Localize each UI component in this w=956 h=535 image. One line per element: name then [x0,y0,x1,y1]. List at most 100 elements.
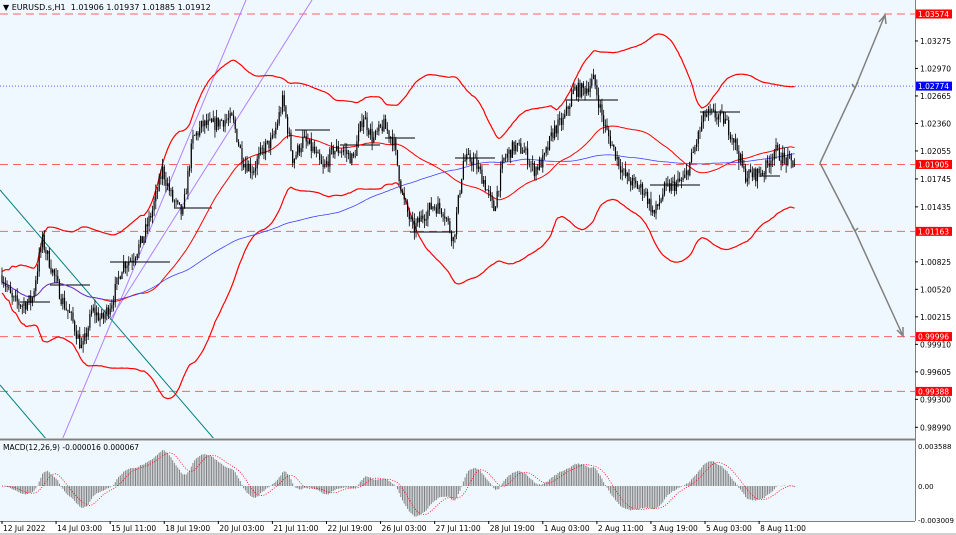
candle-body [334,150,336,155]
candle-body [195,132,197,136]
candle-body [145,224,147,237]
candle-body [317,152,319,154]
candle-body [734,139,737,143]
candle [363,115,365,134]
y-tick-label: 1.00215 [920,313,951,322]
candle-body [765,160,767,175]
candle [298,143,301,157]
candle-body [603,115,605,127]
x-tick-label: 3 Aug 19:00 [652,524,698,533]
candle [383,114,385,133]
candle-body [374,130,377,138]
candle-body [136,254,138,258]
candle [155,184,157,210]
candle-body [366,117,368,131]
candle [564,109,566,119]
candle [165,171,167,193]
candle [768,155,770,173]
chart-header: ▼ EURUSD.s,H1 1.01906 1.01937 1.01885 1.… [3,3,211,12]
candle-body [790,155,792,161]
candle-body [631,177,633,186]
candle-body [165,179,167,186]
candle-body [699,130,701,132]
candle [530,160,532,173]
candle [151,205,154,224]
candle [452,236,454,249]
candle-body [391,137,393,146]
candle [783,148,786,165]
candle [50,259,52,275]
x-tick-label: 12 Jul 2022 [3,524,46,533]
candle [679,172,681,183]
candle-body [690,152,693,162]
candle [334,150,336,159]
candle-body [516,143,519,146]
candle-body [256,158,258,169]
candle-body [16,295,18,302]
candle-body [134,257,137,261]
candle-body [271,135,273,138]
candle-body [564,114,566,118]
candle-body [8,287,10,288]
candle [302,130,304,152]
candle [425,211,427,226]
candle [695,139,698,152]
x-tick-label: 27 Jul 11:00 [436,524,481,533]
candle-body [276,123,279,128]
candle [3,276,5,288]
candle [477,159,480,173]
candle-body [594,74,596,86]
candle-body [535,167,537,176]
candle-body [653,209,655,214]
candle [43,230,45,253]
candle-body [369,129,372,135]
candle-body [763,173,765,175]
candle-body [129,260,132,262]
candle [158,173,160,192]
candle [405,198,407,205]
candle [650,191,652,216]
candle-body [745,168,747,182]
candle-body [47,250,49,254]
candle [75,325,77,345]
bollinger-upper [1,33,795,272]
candle-body [721,111,723,113]
candle-body [214,118,216,130]
triangle-down-icon[interactable]: ▼ [3,3,10,12]
candle [643,188,645,198]
candle [72,306,74,324]
candle [412,211,414,229]
candle-body [494,206,497,211]
candle [278,105,280,126]
candle [582,81,584,96]
candle [428,202,431,216]
candle-body [109,308,111,315]
candle [16,288,18,309]
candle [292,149,294,168]
candle-body [569,106,571,109]
candle [653,209,655,218]
candle-body [278,112,280,124]
candle-body [128,261,130,266]
candle-body [295,155,297,159]
candle-body [584,87,586,94]
candle-body [180,204,182,215]
candle [77,330,79,340]
candle [226,114,228,124]
candle-body [347,153,350,155]
candle-body [356,141,358,156]
candle [772,153,774,168]
candle-body [114,283,116,303]
candle [89,309,91,331]
candle [8,285,10,291]
candle-body [239,145,241,148]
candle-body [116,277,118,284]
candle-body [381,126,383,132]
candle-body [525,148,527,151]
candle-body [692,151,694,153]
candle [47,250,49,261]
candle [569,103,571,117]
candle-body [241,147,243,164]
candle-body [26,302,28,310]
